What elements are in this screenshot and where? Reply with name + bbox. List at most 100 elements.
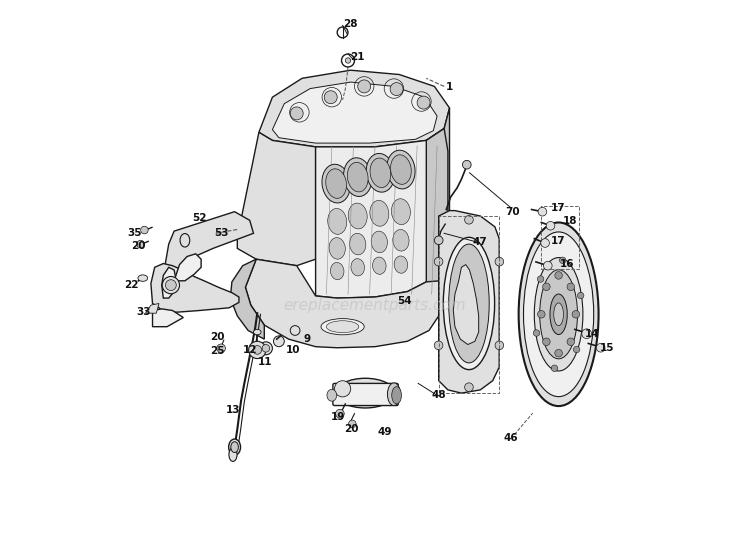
Text: 48: 48 [431, 390, 446, 400]
Ellipse shape [327, 389, 337, 401]
Circle shape [541, 239, 550, 247]
Ellipse shape [534, 258, 583, 371]
Ellipse shape [370, 200, 388, 226]
Circle shape [573, 346, 580, 353]
Circle shape [434, 257, 443, 266]
Circle shape [290, 326, 300, 335]
Ellipse shape [229, 448, 237, 461]
Circle shape [533, 330, 540, 336]
Polygon shape [245, 259, 440, 348]
Polygon shape [453, 265, 478, 345]
Text: 14: 14 [585, 329, 599, 339]
Circle shape [141, 226, 148, 234]
Circle shape [249, 341, 266, 359]
Text: 10: 10 [286, 345, 300, 355]
Text: 35: 35 [128, 228, 142, 238]
Circle shape [274, 336, 284, 347]
Ellipse shape [448, 244, 489, 363]
Ellipse shape [540, 270, 578, 359]
Text: 25: 25 [210, 346, 224, 356]
Circle shape [335, 409, 344, 418]
Text: 17: 17 [551, 204, 566, 213]
Text: 47: 47 [473, 237, 488, 247]
Circle shape [551, 365, 558, 372]
Text: 20: 20 [131, 241, 146, 251]
Ellipse shape [331, 262, 344, 280]
Ellipse shape [334, 381, 351, 397]
Text: 20: 20 [344, 424, 358, 434]
Ellipse shape [393, 230, 409, 251]
Circle shape [495, 257, 504, 266]
Ellipse shape [328, 208, 346, 234]
Circle shape [417, 96, 430, 109]
Circle shape [465, 383, 473, 391]
Ellipse shape [229, 439, 241, 455]
Text: 46: 46 [504, 434, 518, 443]
Circle shape [567, 338, 574, 346]
Circle shape [572, 310, 580, 318]
Circle shape [390, 83, 403, 96]
Polygon shape [259, 70, 449, 147]
Ellipse shape [366, 153, 394, 192]
Circle shape [542, 283, 550, 291]
Text: 28: 28 [344, 19, 358, 29]
Text: 21: 21 [350, 52, 365, 62]
Circle shape [324, 91, 338, 104]
Circle shape [358, 80, 370, 93]
Circle shape [495, 341, 504, 350]
Ellipse shape [254, 329, 261, 335]
Circle shape [262, 345, 270, 352]
Ellipse shape [394, 256, 408, 273]
Polygon shape [230, 259, 264, 339]
Ellipse shape [335, 378, 395, 408]
Ellipse shape [180, 233, 190, 247]
Circle shape [349, 420, 356, 428]
Text: 11: 11 [257, 357, 272, 367]
Circle shape [544, 261, 552, 270]
Circle shape [567, 283, 574, 291]
Text: 49: 49 [377, 427, 392, 437]
Ellipse shape [321, 319, 364, 335]
Text: 13: 13 [226, 406, 241, 415]
Circle shape [463, 160, 471, 169]
Circle shape [434, 236, 443, 245]
Circle shape [555, 349, 562, 357]
Ellipse shape [371, 231, 388, 253]
FancyBboxPatch shape [333, 383, 398, 406]
Polygon shape [162, 267, 176, 298]
Ellipse shape [370, 158, 391, 187]
Ellipse shape [554, 303, 563, 326]
Circle shape [555, 272, 562, 279]
Text: 17: 17 [551, 236, 566, 246]
Circle shape [537, 276, 544, 282]
Ellipse shape [550, 294, 567, 334]
Ellipse shape [350, 233, 366, 255]
Ellipse shape [329, 238, 345, 259]
Ellipse shape [347, 163, 368, 192]
Text: 18: 18 [563, 217, 578, 226]
Polygon shape [440, 108, 449, 281]
Polygon shape [426, 129, 448, 292]
Polygon shape [272, 82, 437, 143]
Circle shape [578, 292, 584, 299]
Polygon shape [439, 211, 500, 393]
Polygon shape [146, 303, 159, 313]
Ellipse shape [326, 169, 346, 198]
Circle shape [290, 107, 303, 120]
Circle shape [596, 343, 605, 352]
Ellipse shape [344, 158, 372, 197]
Circle shape [253, 346, 262, 354]
Circle shape [538, 310, 545, 318]
Circle shape [542, 338, 550, 346]
Ellipse shape [392, 199, 410, 225]
Circle shape [162, 276, 179, 294]
Circle shape [582, 329, 592, 339]
Text: 22: 22 [124, 280, 138, 290]
Text: 33: 33 [136, 307, 152, 317]
Circle shape [136, 240, 145, 248]
Polygon shape [164, 212, 254, 282]
Ellipse shape [388, 383, 400, 406]
Circle shape [546, 221, 555, 230]
Circle shape [217, 344, 226, 353]
Ellipse shape [373, 257, 386, 274]
